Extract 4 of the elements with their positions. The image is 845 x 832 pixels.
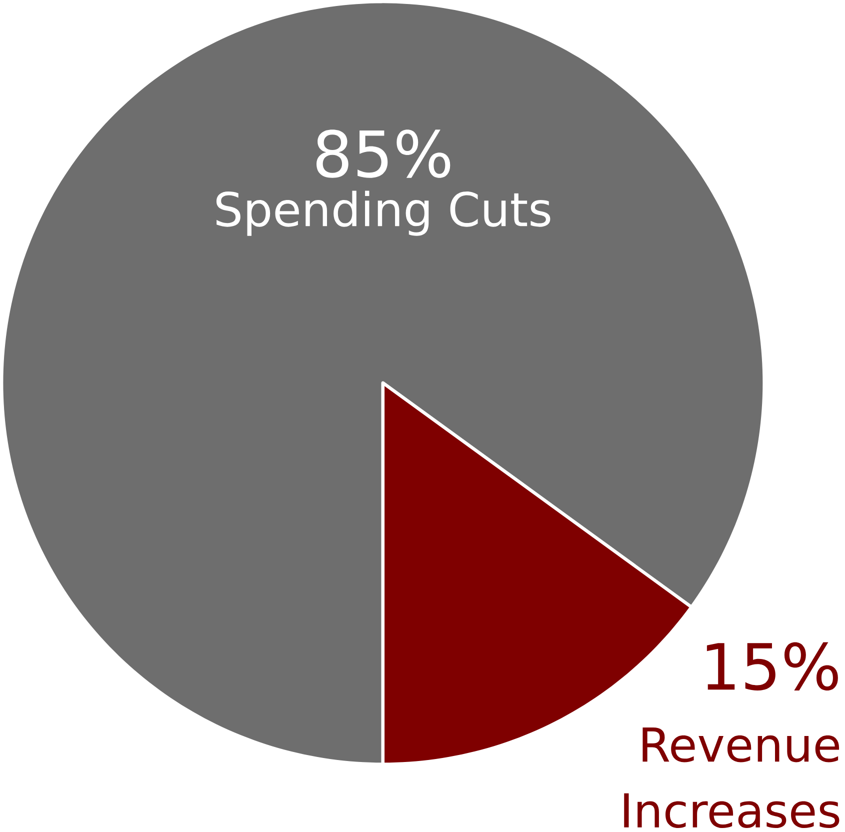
data-label: 85% <box>316 130 450 178</box>
slice-label: Spending Cuts <box>216 190 550 236</box>
data-label: 15% <box>706 642 838 691</box>
slice-label: Revenue Increases <box>624 728 840 828</box>
